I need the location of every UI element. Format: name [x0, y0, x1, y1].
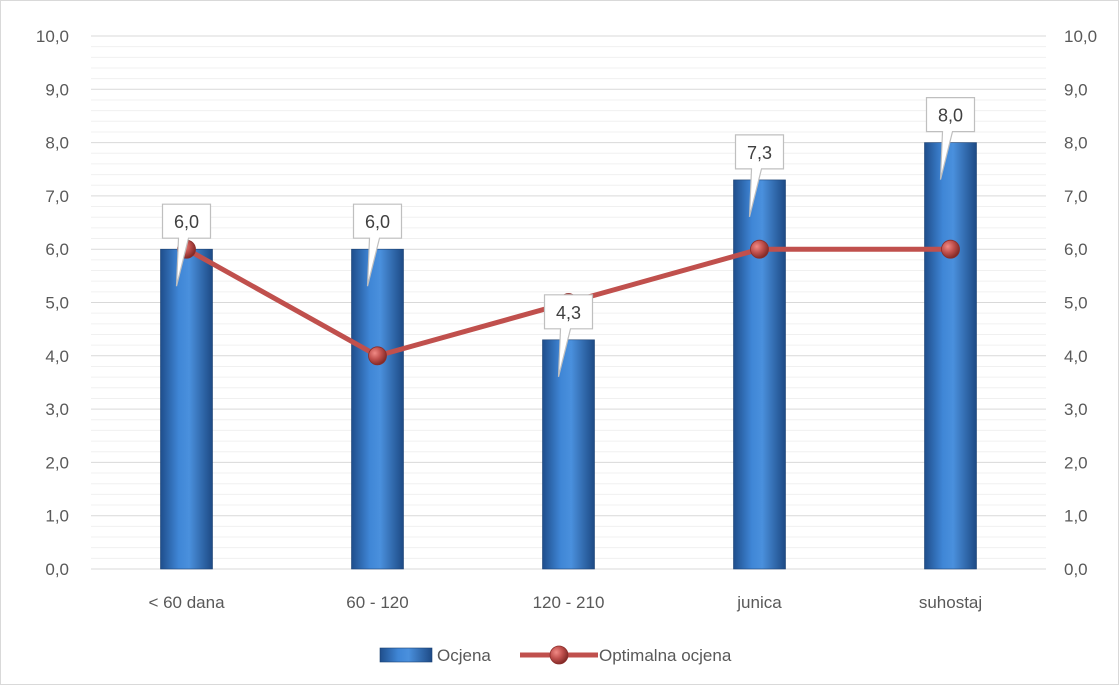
data-label: 6,0 — [365, 212, 390, 232]
bar — [351, 248, 404, 570]
data-label-callout — [543, 294, 594, 377]
y2-tick-label: 0,0 — [1064, 560, 1088, 579]
data-label: 6,0 — [174, 212, 199, 232]
data-label-callout — [734, 134, 785, 218]
y-tick-label: 9,0 — [45, 80, 69, 99]
y2-tick-label: 3,0 — [1064, 400, 1088, 419]
data-label: 4,3 — [556, 303, 581, 323]
y-tick-label: 7,0 — [45, 187, 69, 206]
y2-tick-label: 1,0 — [1064, 507, 1088, 526]
y2-tick-label: 7,0 — [1064, 187, 1088, 206]
line-marker — [368, 346, 387, 366]
data-label-callout — [161, 203, 212, 287]
axis-labels: 0,0 1,0 2,0 3,0 4,0 5,0 6,0 7,0 8,0 9,0 10,0 0,0 1,0… — [36, 27, 1097, 612]
y2-tick-label: 5,0 — [1064, 294, 1088, 313]
data-label: 7,3 — [747, 143, 772, 163]
x-tick-label: 120 - 210 — [533, 593, 605, 612]
y-tick-label: 5,0 — [45, 294, 69, 313]
y2-tick-label: 9,0 — [1064, 80, 1088, 99]
bar — [924, 142, 977, 570]
y-tick-label: 6,0 — [45, 240, 69, 259]
y2-tick-label: 6,0 — [1064, 240, 1088, 259]
legend-line-marker — [549, 645, 569, 665]
legend: Ocjena Optimalna ocjena — [379, 645, 732, 665]
y-tick-label: 8,0 — [45, 134, 69, 153]
y-tick-label: 1,0 — [45, 507, 69, 526]
data-labels: 6,0 6,0 4,3 7,3 8,0 — [161, 97, 976, 377]
y-tick-label: 2,0 — [45, 453, 69, 472]
x-tick-label: junica — [736, 593, 782, 612]
legend-label: Optimalna ocjena — [599, 646, 732, 665]
y2-tick-label: 8,0 — [1064, 134, 1088, 153]
bar — [542, 339, 595, 570]
y2-tick-label: 4,0 — [1064, 347, 1088, 366]
legend-bar-swatch — [379, 647, 433, 663]
x-tick-label: < 60 dana — [148, 593, 225, 612]
legend-label: Ocjena — [437, 646, 491, 665]
data-label: 8,0 — [938, 106, 963, 126]
bar — [160, 248, 213, 570]
line-marker — [941, 239, 960, 259]
bar-series — [160, 142, 977, 570]
data-label-callout — [925, 97, 976, 180]
x-tick-label: suhostaj — [919, 593, 982, 612]
x-tick-label: 60 - 120 — [346, 593, 408, 612]
bar — [733, 179, 786, 570]
y2-tick-label: 10,0 — [1064, 27, 1097, 46]
y-tick-label: 3,0 — [45, 400, 69, 419]
y-tick-label: 4,0 — [45, 347, 69, 366]
y2-tick-label: 2,0 — [1064, 453, 1088, 472]
y-tick-label: 10,0 — [36, 27, 69, 46]
data-label-callout — [352, 203, 403, 287]
line-marker — [750, 239, 769, 259]
y-tick-label: 0,0 — [45, 560, 69, 579]
